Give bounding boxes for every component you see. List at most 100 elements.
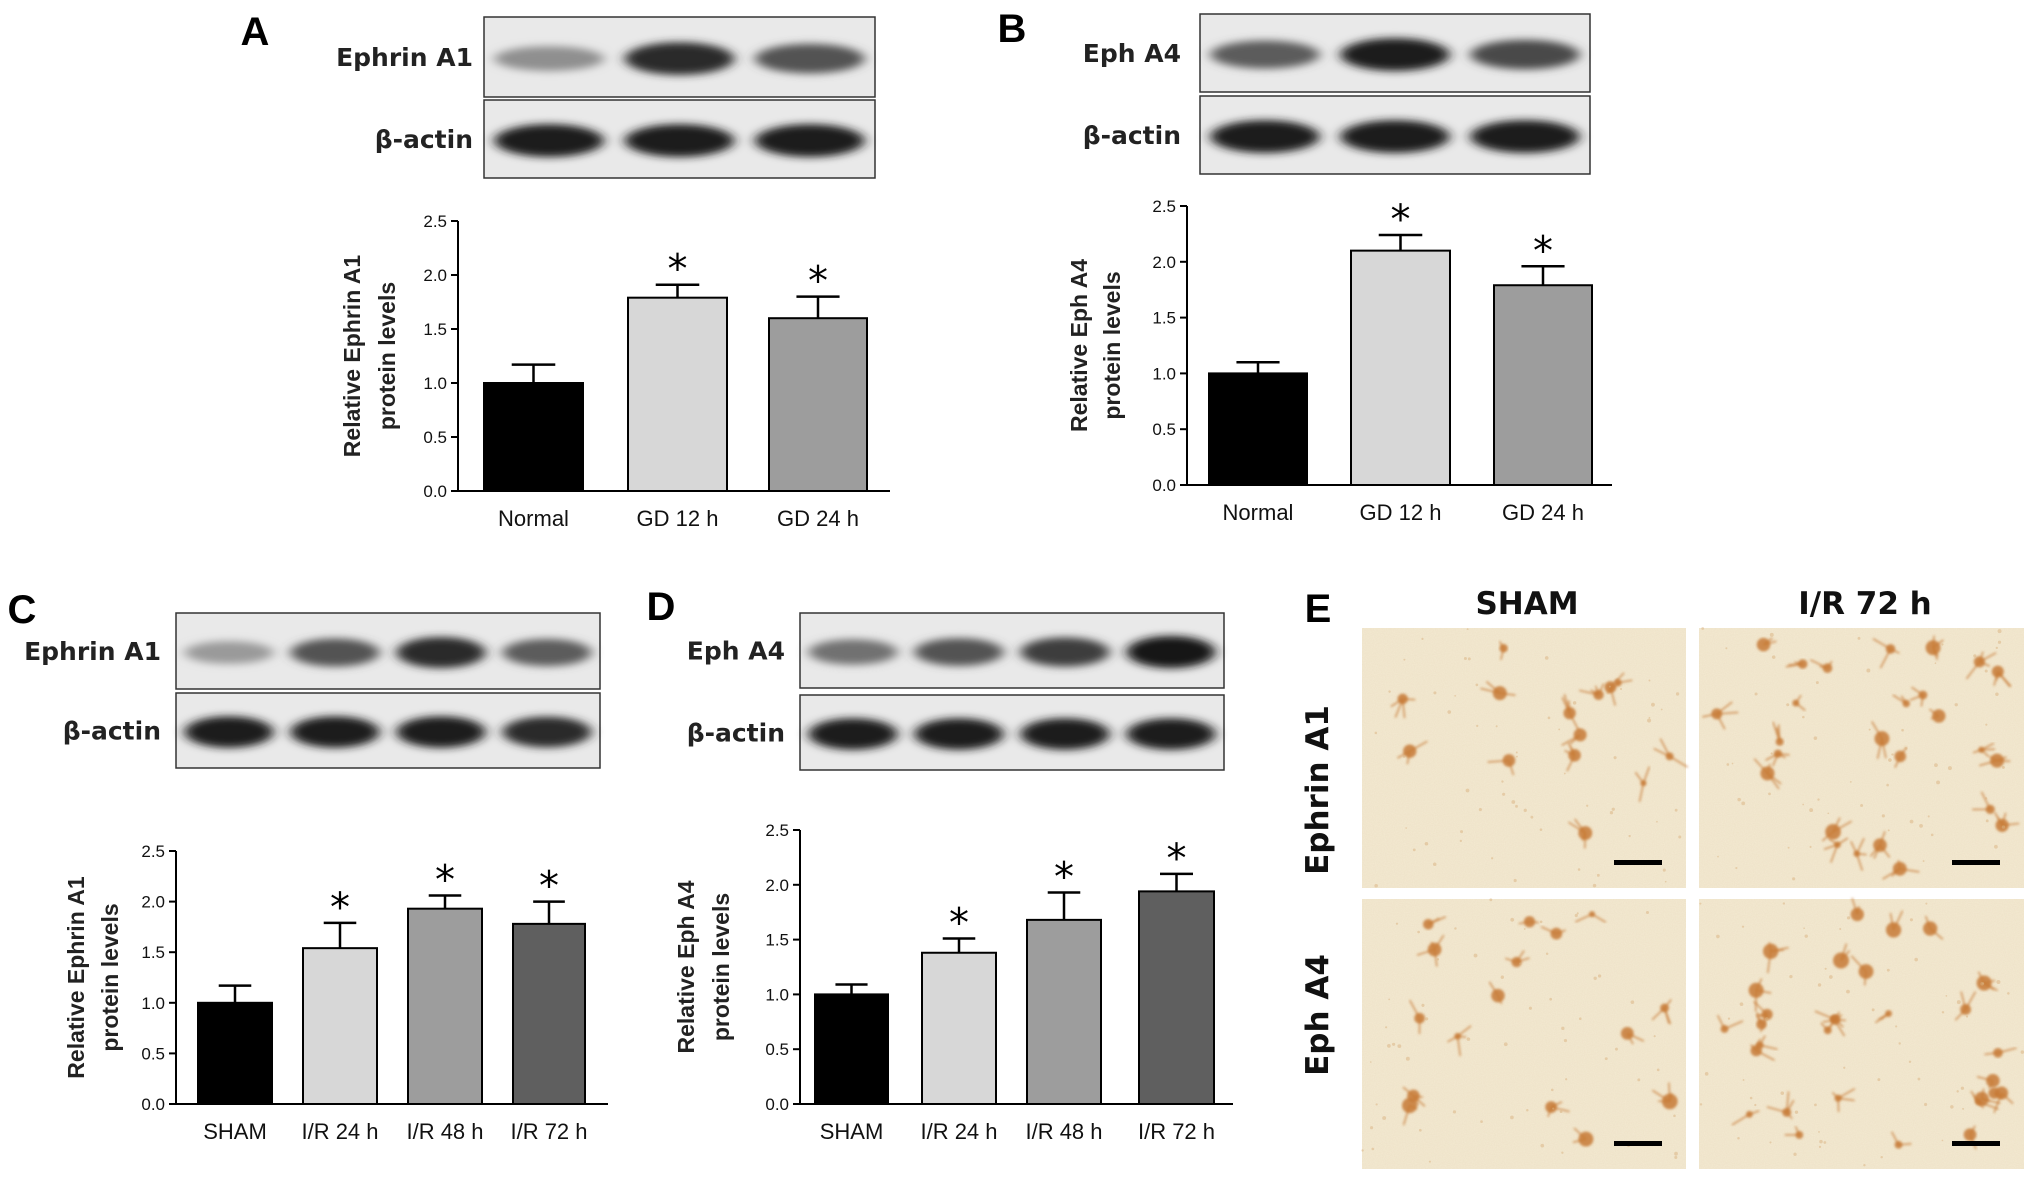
stained-cell — [1972, 791, 1995, 815]
background-speckle — [1526, 1108, 1529, 1112]
western-blot-target: Ephrin A1 — [336, 16, 876, 98]
background-speckle — [1973, 654, 1977, 658]
bar — [1350, 249, 1451, 486]
background-speckle — [1741, 801, 1746, 806]
stained-cell — [1579, 683, 1605, 700]
stained-cell — [1869, 830, 1891, 859]
background-speckle — [1769, 632, 1774, 637]
background-speckle — [1674, 808, 1678, 812]
stained-cell — [1976, 1073, 2000, 1089]
blot-band — [1210, 120, 1320, 153]
background-speckle — [1371, 1147, 1375, 1151]
blot-band — [914, 718, 1004, 750]
y-axis-label: protein levels — [97, 903, 123, 1051]
y-tick-label: 1.5 — [1152, 309, 1176, 328]
background-speckle — [1539, 828, 1543, 831]
bar — [921, 951, 997, 1106]
x-tick-label: Normal — [498, 506, 569, 531]
background-speckle — [2001, 765, 2005, 769]
background-speckle — [1476, 724, 1479, 727]
background-speckle — [1780, 1091, 1785, 1095]
stained-cell — [1809, 659, 1833, 673]
stained-cell — [1634, 766, 1651, 803]
stained-cell — [1402, 1086, 1426, 1107]
stained-cell — [1498, 640, 1508, 661]
bar-chart: 0.0 0.5 1.0 1.5 2.0 2.5 Relative Eph A4 protein… — [673, 821, 1233, 1144]
micrograph-eph-a4-i-r-72-h — [1699, 897, 2025, 1169]
background-speckle — [1997, 640, 2002, 644]
background-speckle — [1954, 703, 1958, 707]
background-speckle — [1519, 962, 1522, 965]
stained-cell — [1823, 837, 1849, 863]
background-speckle — [1549, 997, 1553, 1001]
background-speckle — [1818, 1131, 1820, 1133]
blot-band — [1126, 718, 1216, 750]
blot-band — [502, 716, 592, 748]
background-speckle — [1374, 883, 1378, 888]
background-speckle — [1985, 723, 1988, 726]
stained-cell — [1409, 999, 1425, 1035]
y-tick-label: 0.5 — [141, 1044, 165, 1063]
y-axis-label: Relative Eph A4 — [1066, 259, 1092, 432]
blot-band — [1020, 718, 1110, 750]
background-speckle — [1727, 1017, 1731, 1020]
background-speckle — [1592, 883, 1597, 888]
background-speckle — [1793, 1152, 1797, 1156]
background-speckle — [1596, 873, 1600, 877]
background-speckle — [1794, 1110, 1799, 1114]
background-speckle — [1459, 839, 1462, 843]
bar-chart: 0.0 0.5 1.0 1.5 2.0 2.5 Relative Ephrin A1 prot… — [339, 212, 890, 531]
stained-cell — [1487, 754, 1516, 776]
background-speckle — [1742, 1079, 1745, 1081]
blot-band — [1470, 120, 1580, 153]
background-speckle — [1385, 1026, 1388, 1029]
stained-cell — [1561, 694, 1580, 732]
western-blot-loading-control: β-actin — [687, 694, 1225, 771]
background-speckle — [1877, 1078, 1881, 1082]
background-speckle — [1515, 804, 1518, 808]
background-speckle — [1770, 752, 1773, 755]
background-speckle — [1593, 976, 1597, 980]
micrograph-ephrin-a1-i-r-72-h — [1699, 627, 2024, 888]
background-speckle — [1925, 902, 1928, 905]
panel-b: B Eph A4 β-actin 0.0 0.5 1.0 1.5 2.0 2.5 Relative… — [998, 7, 1612, 525]
background-speckle — [2020, 1050, 2025, 1054]
background-speckle — [2001, 825, 2006, 829]
background-speckle — [1941, 1139, 1944, 1142]
y-axis-label: Relative Ephrin A1 — [63, 876, 89, 1079]
background-speckle — [1787, 846, 1790, 849]
background-speckle — [1656, 1068, 1660, 1072]
x-tick-label: SHAM — [820, 1119, 884, 1144]
background-speckle — [1387, 1044, 1391, 1048]
background-speckle — [1886, 783, 1889, 787]
stained-cell — [1909, 686, 1928, 707]
background-speckle — [1827, 812, 1830, 815]
y-tick-label: 1.0 — [423, 374, 447, 393]
bar — [483, 382, 584, 492]
background-speckle — [1418, 1128, 1422, 1132]
background-speckle — [1717, 855, 1719, 858]
background-speckle — [1866, 668, 1871, 673]
blot-label: Eph A4 — [1083, 39, 1181, 68]
bar — [512, 922, 586, 1106]
blot-label: β-actin — [687, 719, 785, 748]
bar — [1493, 284, 1593, 486]
significance-marker: * — [1167, 836, 1187, 882]
micrograph-eph-a4-sham — [1361, 898, 1686, 1169]
background-speckle — [1782, 902, 1786, 905]
background-speckle — [1674, 1151, 1678, 1156]
background-speckle — [1544, 656, 1549, 660]
stained-cell — [1416, 934, 1445, 967]
background-speckle — [1480, 1120, 1483, 1123]
stained-cell — [1820, 1011, 1841, 1035]
background-speckle — [1965, 1015, 1969, 1018]
stained-cell — [1620, 1026, 1645, 1045]
background-speckle — [1947, 766, 1952, 771]
background-speckle — [1901, 728, 1904, 732]
background-speckle — [1769, 1141, 1772, 1144]
scale-bar — [1614, 1141, 1662, 1146]
bar-chart: 0.0 0.5 1.0 1.5 2.0 2.5 Relative Ephrin A1 prot… — [63, 842, 608, 1144]
background-speckle — [1880, 1155, 1883, 1159]
background-speckle — [1465, 788, 1470, 793]
background-speckle — [1771, 655, 1776, 659]
